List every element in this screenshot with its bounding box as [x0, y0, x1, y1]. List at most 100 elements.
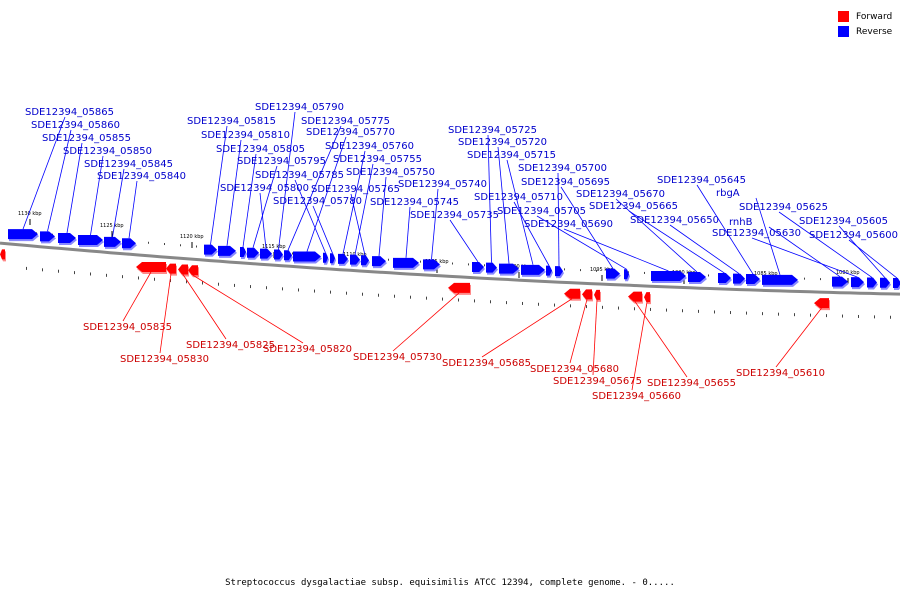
reverse-gene-arrow	[762, 274, 798, 285]
reverse-gene-arrow	[274, 249, 283, 260]
reverse-gene-arrow	[104, 236, 121, 247]
reverse-gene-label: SDE12394_05850	[63, 146, 152, 157]
minor-tick	[826, 314, 827, 318]
genome-caption: Streptococcus dysgalactiae subsp. equisi…	[225, 578, 675, 588]
tick-label: 1125 kbp	[100, 223, 124, 229]
forward-gene-arrow	[564, 288, 580, 299]
reverse-gene-leader	[22, 116, 66, 230]
minor-tick	[180, 244, 181, 247]
minor-tick	[538, 302, 539, 306]
reverse-gene-label: SDE12394_05770	[306, 127, 395, 138]
minor-tick	[596, 269, 597, 272]
reverse-gene-label: SDE12394_05725	[448, 125, 537, 136]
reverse-gene-leader	[66, 142, 83, 234]
minor-tick	[266, 286, 267, 290]
reverse-gene-label: SDE12394_05805	[216, 144, 305, 155]
reverse-gene-arrow	[555, 266, 563, 277]
forward-gene-label: SDE12394_05660	[592, 391, 681, 402]
tick-label: 1100 kbp	[507, 264, 531, 270]
reverse-gene-leader	[696, 184, 754, 275]
reverse-gene-leader	[669, 224, 740, 274]
forward-gene-leader	[192, 274, 304, 344]
reverse-gene-label: SDE12394_05755	[333, 154, 422, 165]
minor-tick	[762, 312, 763, 316]
minor-tick	[196, 245, 197, 248]
reverse-gene-leader	[128, 180, 138, 239]
minor-tick	[628, 271, 629, 274]
reverse-gene-leader	[210, 125, 228, 245]
minor-tick	[452, 262, 453, 265]
reverse-gene-arrow	[486, 262, 497, 273]
reverse-gene-label: SDE12394_05760	[325, 141, 414, 152]
reverse-gene-label: SDE12394_05605	[799, 216, 888, 227]
reverse-gene-leader	[628, 210, 725, 274]
minor-tick	[154, 277, 155, 281]
minor-tick	[804, 277, 805, 280]
reverse-gene-arrow	[247, 247, 259, 258]
minor-tick	[420, 260, 421, 263]
forward-gene-leader	[775, 307, 822, 368]
reverse-gene-leader	[449, 219, 479, 263]
reverse-gene-arrow	[8, 229, 38, 240]
minor-tick	[586, 305, 587, 309]
minor-tick	[468, 263, 469, 266]
forward-gene-arrow	[594, 289, 600, 300]
minor-tick	[618, 306, 619, 310]
minor-tick	[580, 269, 581, 272]
minor-tick	[314, 289, 315, 293]
reverse-gene-leader	[226, 139, 242, 246]
minor-tick	[426, 296, 427, 300]
reverse-gene-arrow	[733, 273, 745, 284]
reverse-gene-leader	[312, 205, 333, 254]
forward-gene-label: SDE12394_05685	[442, 358, 531, 369]
forward-gene-label: SDE12394_05655	[647, 378, 736, 389]
reverse-gene-leader	[378, 176, 387, 257]
minor-tick	[778, 312, 779, 316]
reverse-gene-arrow	[423, 259, 440, 270]
reverse-gene-leader	[278, 111, 296, 250]
forward-gene-leader	[392, 292, 460, 352]
minor-tick	[148, 241, 149, 244]
reverse-gene-label: SDE12394_05715	[467, 150, 556, 161]
reverse-gene-arrow	[338, 253, 348, 264]
minor-tick	[458, 298, 459, 302]
minor-tick	[714, 310, 715, 314]
reverse-gene-leader	[536, 215, 627, 270]
reverse-gene-label: SDE12394_05720	[458, 137, 547, 148]
forward-gene-leader	[182, 274, 227, 340]
reverse-gene-label: SDE12394_05860	[31, 120, 120, 131]
minor-tick	[330, 290, 331, 294]
legend-forward-label: Forward	[856, 11, 893, 22]
minor-tick	[666, 308, 667, 312]
forward-gene-arrow	[0, 249, 5, 260]
forward-gene-arrow	[178, 264, 188, 275]
forward-gene-arrow	[644, 292, 650, 303]
reverse-gene-leader	[350, 193, 366, 256]
minor-tick	[682, 309, 683, 313]
tick-label: 1095 kbp	[590, 267, 614, 273]
reverse-gene-label: SDE12394_05690	[524, 219, 613, 230]
reverse-gene-leader	[354, 163, 374, 255]
reverse-gene-arrow	[688, 272, 706, 283]
reverse-gene-label: SDE12394_05695	[521, 177, 610, 188]
minor-tick	[170, 279, 171, 283]
reverse-gene-arrow	[122, 238, 136, 249]
minor-tick	[820, 278, 821, 281]
forward-gene-label: SDE12394_05730	[353, 352, 442, 363]
reverse-gene-label: SDE12394_05775	[301, 116, 390, 127]
reverse-gene-arrow	[323, 252, 328, 263]
reverse-gene-label: SDE12394_05750	[346, 167, 435, 178]
reverse-gene-arrow	[718, 273, 731, 284]
reverse-gene-arrow	[204, 244, 217, 255]
forward-gene-label: SDE12394_05830	[120, 354, 209, 365]
reverse-gene-leader	[342, 150, 366, 254]
reverse-gene-arrow	[260, 248, 272, 259]
minor-tick	[362, 292, 363, 296]
reverse-gene-leader	[112, 168, 125, 237]
minor-tick	[90, 272, 91, 276]
forward-gene-label: SDE12394_05825	[186, 340, 275, 351]
reverse-gene-label: SDE12394_05665	[589, 201, 678, 212]
forward-gene-label: SDE12394_05680	[530, 364, 619, 375]
reverse-gene-leader	[497, 146, 510, 264]
reverse-gene-label: rnhB	[729, 217, 753, 228]
